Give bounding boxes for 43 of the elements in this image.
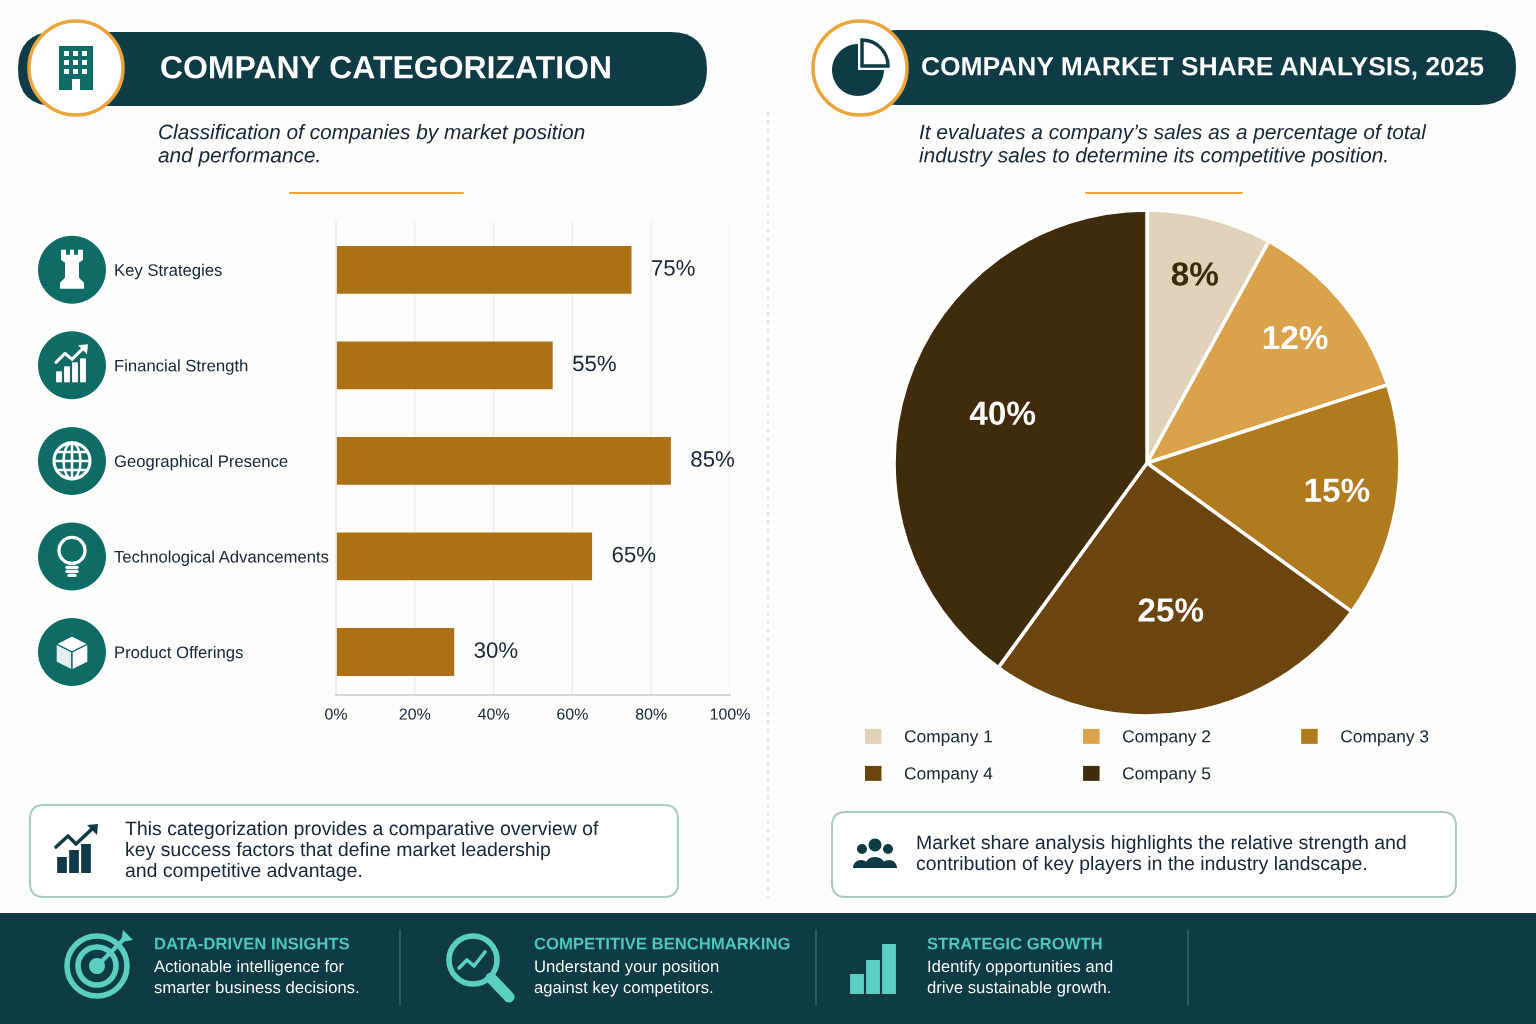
bar — [336, 437, 671, 485]
data-label: 55% — [573, 355, 616, 372]
chart-subtitle: It evaluates a company’s sales as a percentage of total industry sales to determine its competitive position. — [919, 124, 1427, 167]
bar — [336, 628, 455, 676]
bar — [336, 341, 553, 390]
legend-label: Company 2 — [1123, 730, 1211, 746]
text: DATA-DRIVEN INSIGHTS — [155, 937, 350, 950]
data-label: 65% — [612, 546, 656, 563]
data-label: 8% — [1171, 262, 1219, 286]
data-label: 75% — [652, 260, 695, 276]
legend-label: Company 1 — [904, 730, 992, 746]
data-label: 25% — [1138, 598, 1204, 622]
chart-title: COMPANY CATEGORIZATION — [161, 55, 610, 79]
x-tick-label: 0% — [325, 708, 347, 720]
text: Identify opportunities and drive sustainable growth. — [927, 960, 1113, 997]
text: STRATEGIC GROWTH — [927, 937, 1102, 950]
y-tick-label: Financial Strength — [115, 359, 248, 375]
x-tick-label: 20% — [399, 708, 431, 720]
text: Understand your position against key competitors. — [534, 960, 719, 997]
y-tick-label: Key Strategies — [115, 263, 222, 280]
legend-label: Company 3 — [1341, 730, 1429, 746]
chart-subtitle: Classification of companies by market position and performance. — [158, 124, 585, 167]
data-label: 15% — [1305, 478, 1370, 503]
bar — [336, 532, 593, 581]
x-tick-label: 60% — [557, 708, 588, 720]
text: COMPETITIVE BENCHMARKING — [534, 937, 790, 950]
chart-title: COMPANY MARKET SHARE ANALYSIS, 2025 — [922, 56, 1484, 80]
data-label: 30% — [474, 642, 518, 658]
text: Market share analysis highlights the relative strength and contribution of key players in the industry landscape. — [916, 834, 1406, 875]
x-tick-label: 100% — [710, 708, 750, 720]
text: This categorization provides a comparative overview of key success factors that define market leadership and competitive advantage. — [125, 820, 599, 882]
y-tick-label: Technological Advancements — [114, 550, 329, 566]
legend-label: Company 4 — [904, 767, 993, 783]
text: Actionable intelligence for smarter business decisions. — [154, 960, 359, 994]
legend-label: Company 5 — [1123, 767, 1211, 783]
data-label: 12% — [1263, 325, 1328, 350]
x-tick-label: 40% — [477, 708, 510, 720]
data-label: 40% — [969, 401, 1036, 426]
y-tick-label: Geographical Presence — [114, 454, 288, 471]
x-tick-label: 80% — [635, 708, 667, 720]
bar — [336, 245, 632, 294]
data-label: 85% — [691, 451, 735, 467]
y-tick-label: Product Offerings — [115, 645, 243, 662]
